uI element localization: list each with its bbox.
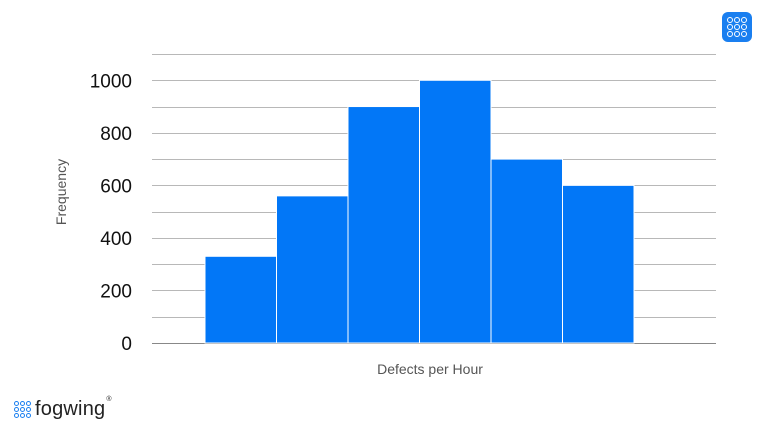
- bars: [204, 79, 635, 344]
- histogram-bar: [562, 184, 635, 344]
- y-axis-ticks: 0 200 400 600 800 1000: [90, 71, 132, 355]
- y-tick-label: 600: [100, 176, 132, 197]
- logo-text: fogwing®: [35, 395, 112, 420]
- y-axis-title: Frequency: [53, 159, 69, 225]
- histogram-bar: [204, 255, 277, 344]
- y-tick-label: 400: [100, 229, 132, 250]
- histogram-bar: [276, 195, 349, 344]
- dot-grid-logo-icon: [14, 400, 32, 418]
- y-tick-label: 800: [100, 124, 132, 145]
- y-tick-label: 200: [100, 281, 132, 302]
- fogwing-logo: fogwing®: [14, 395, 112, 421]
- y-tick-label: 0: [121, 334, 132, 355]
- chart-menu-button[interactable]: [722, 12, 752, 42]
- histogram-bar: [347, 106, 420, 344]
- histogram-bar: [490, 158, 563, 344]
- histogram-bar: [419, 79, 492, 344]
- x-axis-title: Defects per Hour: [377, 361, 483, 377]
- y-tick-label: 1000: [90, 71, 132, 92]
